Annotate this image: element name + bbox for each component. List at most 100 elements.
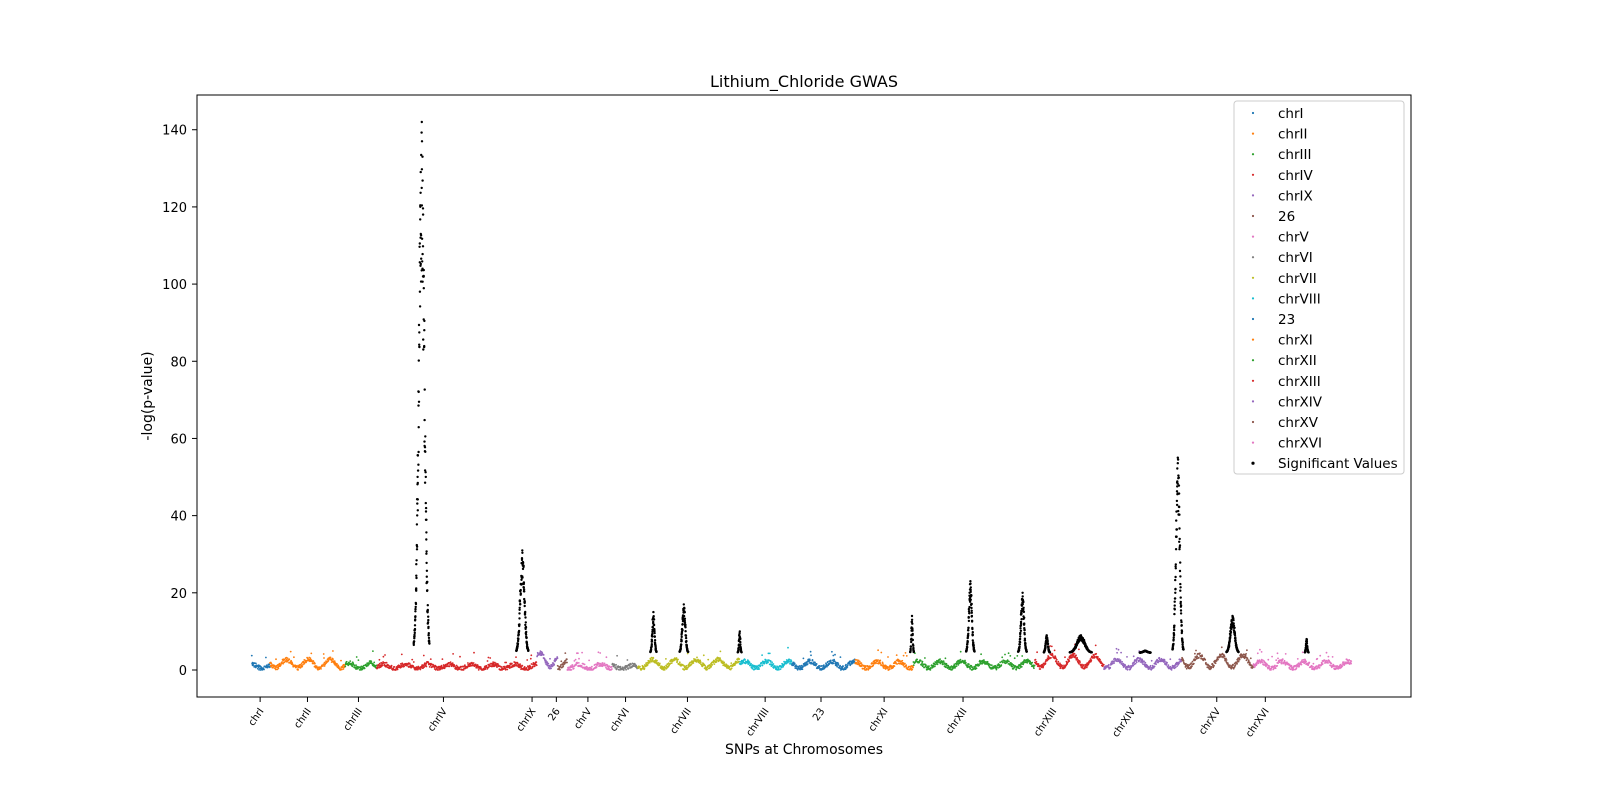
snp-point (1217, 658, 1219, 661)
snp-point (1327, 655, 1330, 658)
significant-point (1177, 509, 1180, 513)
snp-point (1126, 656, 1128, 658)
snp-point (905, 655, 908, 657)
significant-point (428, 642, 431, 645)
snp-point (971, 666, 974, 669)
snp-point (750, 662, 752, 665)
snp-point (802, 657, 805, 660)
snp-point (560, 660, 563, 663)
significant-point (1175, 499, 1179, 503)
snp-point (853, 660, 856, 663)
significant-point (1175, 535, 1178, 538)
snp-point (562, 665, 565, 667)
significant-point (1174, 548, 1178, 551)
snp-point (1083, 664, 1085, 666)
significant-point (1179, 589, 1182, 592)
snp-point (1088, 661, 1091, 664)
significant-point (684, 626, 687, 629)
snp-point (595, 666, 598, 669)
significant-point (683, 617, 687, 620)
snp-point (1033, 664, 1036, 667)
snp-point (535, 664, 538, 667)
significant-point (652, 615, 655, 618)
significant-point (416, 502, 419, 505)
snp-point (1004, 653, 1006, 656)
snp-point (1109, 666, 1112, 669)
snp-point (887, 656, 889, 658)
significant-point (523, 597, 526, 601)
snp-point (626, 659, 629, 661)
snp-point (770, 665, 773, 667)
significant-point (971, 639, 974, 642)
snp-point (832, 654, 835, 657)
snp-point (901, 659, 904, 662)
significant-point (1233, 634, 1237, 637)
snp-point (685, 664, 688, 667)
snp-point (957, 664, 960, 666)
significant-point (421, 155, 424, 158)
snp-point (1020, 665, 1023, 668)
significant-point (1174, 563, 1178, 566)
snp-point (772, 663, 775, 665)
snp-point (704, 664, 706, 667)
snp-point (315, 665, 318, 667)
snp-point (467, 662, 469, 664)
snp-point (1113, 662, 1116, 664)
snp-point (1055, 658, 1058, 661)
snp-point (1198, 657, 1200, 659)
significant-point (1174, 587, 1177, 591)
snp-point (551, 663, 553, 666)
significant-point (1018, 645, 1021, 648)
significant-point (425, 552, 428, 555)
snp-point (563, 662, 566, 665)
snp-point (1018, 667, 1021, 670)
snp-point (1246, 657, 1249, 660)
snp-point (639, 665, 641, 668)
snp-point (968, 663, 970, 666)
significant-point (419, 170, 422, 174)
y-tick-label: 120 (162, 201, 187, 216)
significant-point (1022, 610, 1026, 614)
significant-point (413, 631, 416, 635)
snp-point (719, 650, 722, 653)
snp-point (879, 661, 881, 664)
snp-point (1277, 657, 1279, 660)
snp-point (778, 668, 780, 671)
snp-point (1033, 667, 1035, 670)
snp-point (606, 664, 609, 667)
snp-point (556, 664, 559, 667)
snp-point (643, 667, 646, 670)
snp-point (911, 668, 914, 671)
snp-point (263, 668, 265, 671)
snp-point (1240, 656, 1243, 659)
significant-point (415, 563, 418, 566)
snp-point (790, 660, 793, 663)
snp-point (1041, 663, 1044, 666)
significant-point (524, 621, 527, 624)
snp-point (1053, 649, 1056, 652)
significant-point (1176, 480, 1179, 483)
snp-point (314, 662, 316, 665)
significant-point (422, 338, 425, 341)
snp-point (1051, 654, 1054, 657)
significant-point (1178, 513, 1181, 516)
snp-point (877, 649, 879, 652)
snp-point (416, 668, 419, 671)
snp-point (942, 660, 945, 663)
snp-point (393, 666, 396, 668)
snp-point (983, 659, 985, 661)
snp-point (782, 665, 785, 668)
snp-point (508, 664, 511, 667)
significant-point (1234, 639, 1237, 642)
snp-point (831, 650, 833, 653)
snp-point (1292, 668, 1295, 671)
snp-point (368, 663, 370, 666)
snp-point (896, 663, 898, 665)
significant-point (1179, 575, 1182, 578)
significant-point (1176, 462, 1180, 465)
snp-point (1180, 660, 1182, 662)
snp-point (1316, 657, 1319, 660)
significant-point (420, 257, 423, 260)
snp-point (357, 659, 360, 661)
significant-point (1025, 650, 1028, 653)
